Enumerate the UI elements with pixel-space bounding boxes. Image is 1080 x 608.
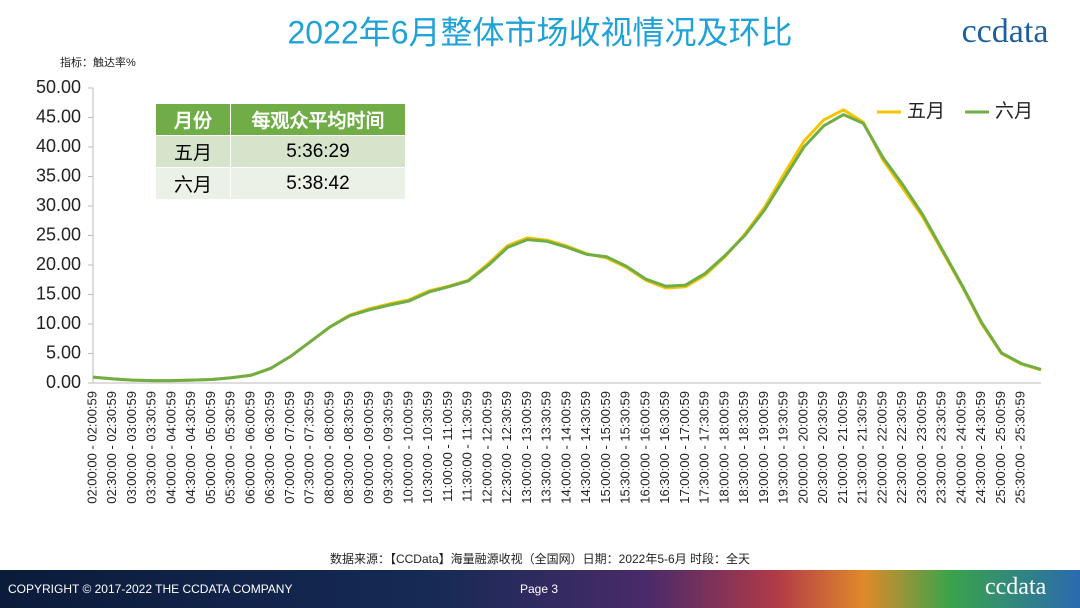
table-header: 月份 [155,103,231,136]
x-tick-label: 05:00:00 - 05:00:59 [203,391,218,504]
x-tick-label: 09:00:00 - 09:00:59 [361,391,376,504]
y-tick-label: 50.00 [36,77,81,97]
x-tick-label: 03:30:00 - 03:30:59 [144,391,159,504]
x-tick-label: 11:00:00 - 11:00:59 [440,391,455,502]
x-tick-label: 22:00:00 - 22:00:59 [874,391,889,504]
y-tick-label: 15.00 [36,283,81,303]
y-tick-label: 10.00 [36,313,81,333]
x-tick-label: 02:00:00 - 02:00:59 [84,391,99,504]
y-tick-label: 20.00 [36,254,81,274]
y-axis-label: 指标：触达率% [60,55,136,69]
y-tick-label: 25.00 [36,224,81,244]
y-tick-label: 5.00 [46,342,81,362]
table-header: 每观众平均时间 [230,103,406,136]
x-tick-label: 14:00:00 - 14:00:59 [558,391,573,504]
summary-table: 月份 每观众平均时间 五月 5:36:29 六月 5:38:42 [155,103,406,200]
table-cell: 5:36:29 [230,135,406,168]
chart-title: 2022年6月整体市场收视情况及环比 [288,14,793,50]
source-note: 数据来源：【CCData】海量融源收视（全国网）日期：2022年5-6月 时段：… [330,551,750,566]
page-number: Page 3 [520,582,559,596]
table-cell: 五月 [155,135,231,168]
logo: ccdata [962,13,1049,50]
x-tick-label: 25:30:00 - 25:30:59 [1013,391,1028,504]
x-tick-label: 04:30:00 - 04:30:59 [183,391,198,504]
y-tick-label: 45.00 [36,106,81,126]
x-tick-label: 17:00:00 - 17:00:59 [677,391,692,504]
x-tick-label: 07:30:00 - 07:30:59 [302,391,317,504]
footer-logo: ccdata [985,574,1047,600]
y-tick-label: 35.00 [36,165,81,185]
x-tick-label: 11:30:00 - 11:30:59 [460,391,475,502]
x-tick-label: 05:30:00 - 05:30:59 [223,391,238,504]
x-tick-label: 21:00:00 - 21:00:59 [835,391,850,504]
x-tick-label: 15:30:00 - 15:30:59 [618,391,633,504]
footer: COPYRIGHT © 2017-2022 THE CCDATA COMPANY… [0,570,1080,608]
x-tick-label: 24:30:00 - 24:30:59 [973,391,988,504]
chart: 2022年6月整体市场收视情况及环比 ccdata 指标：触达率% 数据来源：【… [36,13,1049,566]
x-tick-label: 12:30:00 - 12:30:59 [499,391,514,504]
x-tick-label: 08:30:00 - 08:30:59 [341,391,356,504]
x-tick-label: 24:00:00 - 24:00:59 [953,391,968,504]
x-tick-label: 16:30:00 - 16:30:59 [657,391,672,504]
x-tick-label: 18:00:00 - 18:00:59 [716,391,731,504]
x-tick-label: 14:30:00 - 14:30:59 [578,391,593,504]
x-tick-label: 12:00:00 - 12:00:59 [479,391,494,504]
x-tick-label: 22:30:00 - 22:30:59 [894,391,909,504]
x-tick-label: 06:30:00 - 06:30:59 [262,391,277,504]
y-tick-label: 30.00 [36,195,81,215]
x-tick-label: 20:00:00 - 20:00:59 [795,391,810,504]
y-tick-label: 40.00 [36,136,81,156]
x-tick-label: 02:30:00 - 02:30:59 [104,391,119,504]
line-series [92,113,1042,383]
table-cell: 5:38:42 [230,167,406,200]
copyright: COPYRIGHT © 2017-2022 THE CCDATA COMPANY [8,582,293,596]
x-tick-label: 19:30:00 - 19:30:59 [776,391,791,504]
legend-label: 六月 [995,100,1033,122]
x-tick-label: 07:00:00 - 07:00:59 [282,391,297,504]
x-tick-label: 16:00:00 - 16:00:59 [637,391,652,504]
x-tick-label: 13:30:00 - 13:30:59 [539,391,554,504]
x-tick-label: 10:30:00 - 10:30:59 [420,391,435,504]
x-tick-label: 06:00:00 - 06:00:59 [242,391,257,504]
x-tick-label: 25:00:00 - 25:00:59 [993,391,1008,504]
table-cell: 六月 [155,167,231,200]
x-tick-label: 08:00:00 - 08:00:59 [321,391,336,504]
x-tick-label: 21:30:00 - 21:30:59 [855,391,870,504]
x-tick-label: 15:00:00 - 15:00:59 [598,391,613,504]
y-tick-label: 0.00 [46,372,81,392]
legend-label: 五月 [907,101,945,122]
x-tick-label: 23:00:00 - 23:00:59 [914,391,929,504]
x-tick-label: 20:30:00 - 20:30:59 [815,391,830,504]
x-tick-label: 23:30:00 - 23:30:59 [934,391,949,504]
x-tick-label: 13:00:00 - 13:00:59 [519,391,534,504]
x-tick-label: 09:30:00 - 09:30:59 [381,391,396,504]
x-tick-label: 04:00:00 - 04:00:59 [163,391,178,504]
x-tick-label: 17:30:00 - 17:30:59 [697,391,712,504]
x-tick-label: 18:30:00 - 18:30:59 [736,391,751,504]
x-tick-label: 10:00:00 - 10:00:59 [400,391,415,504]
x-tick-label: 19:00:00 - 19:00:59 [756,391,771,504]
x-tick-label: 03:00:00 - 03:00:59 [124,391,139,504]
